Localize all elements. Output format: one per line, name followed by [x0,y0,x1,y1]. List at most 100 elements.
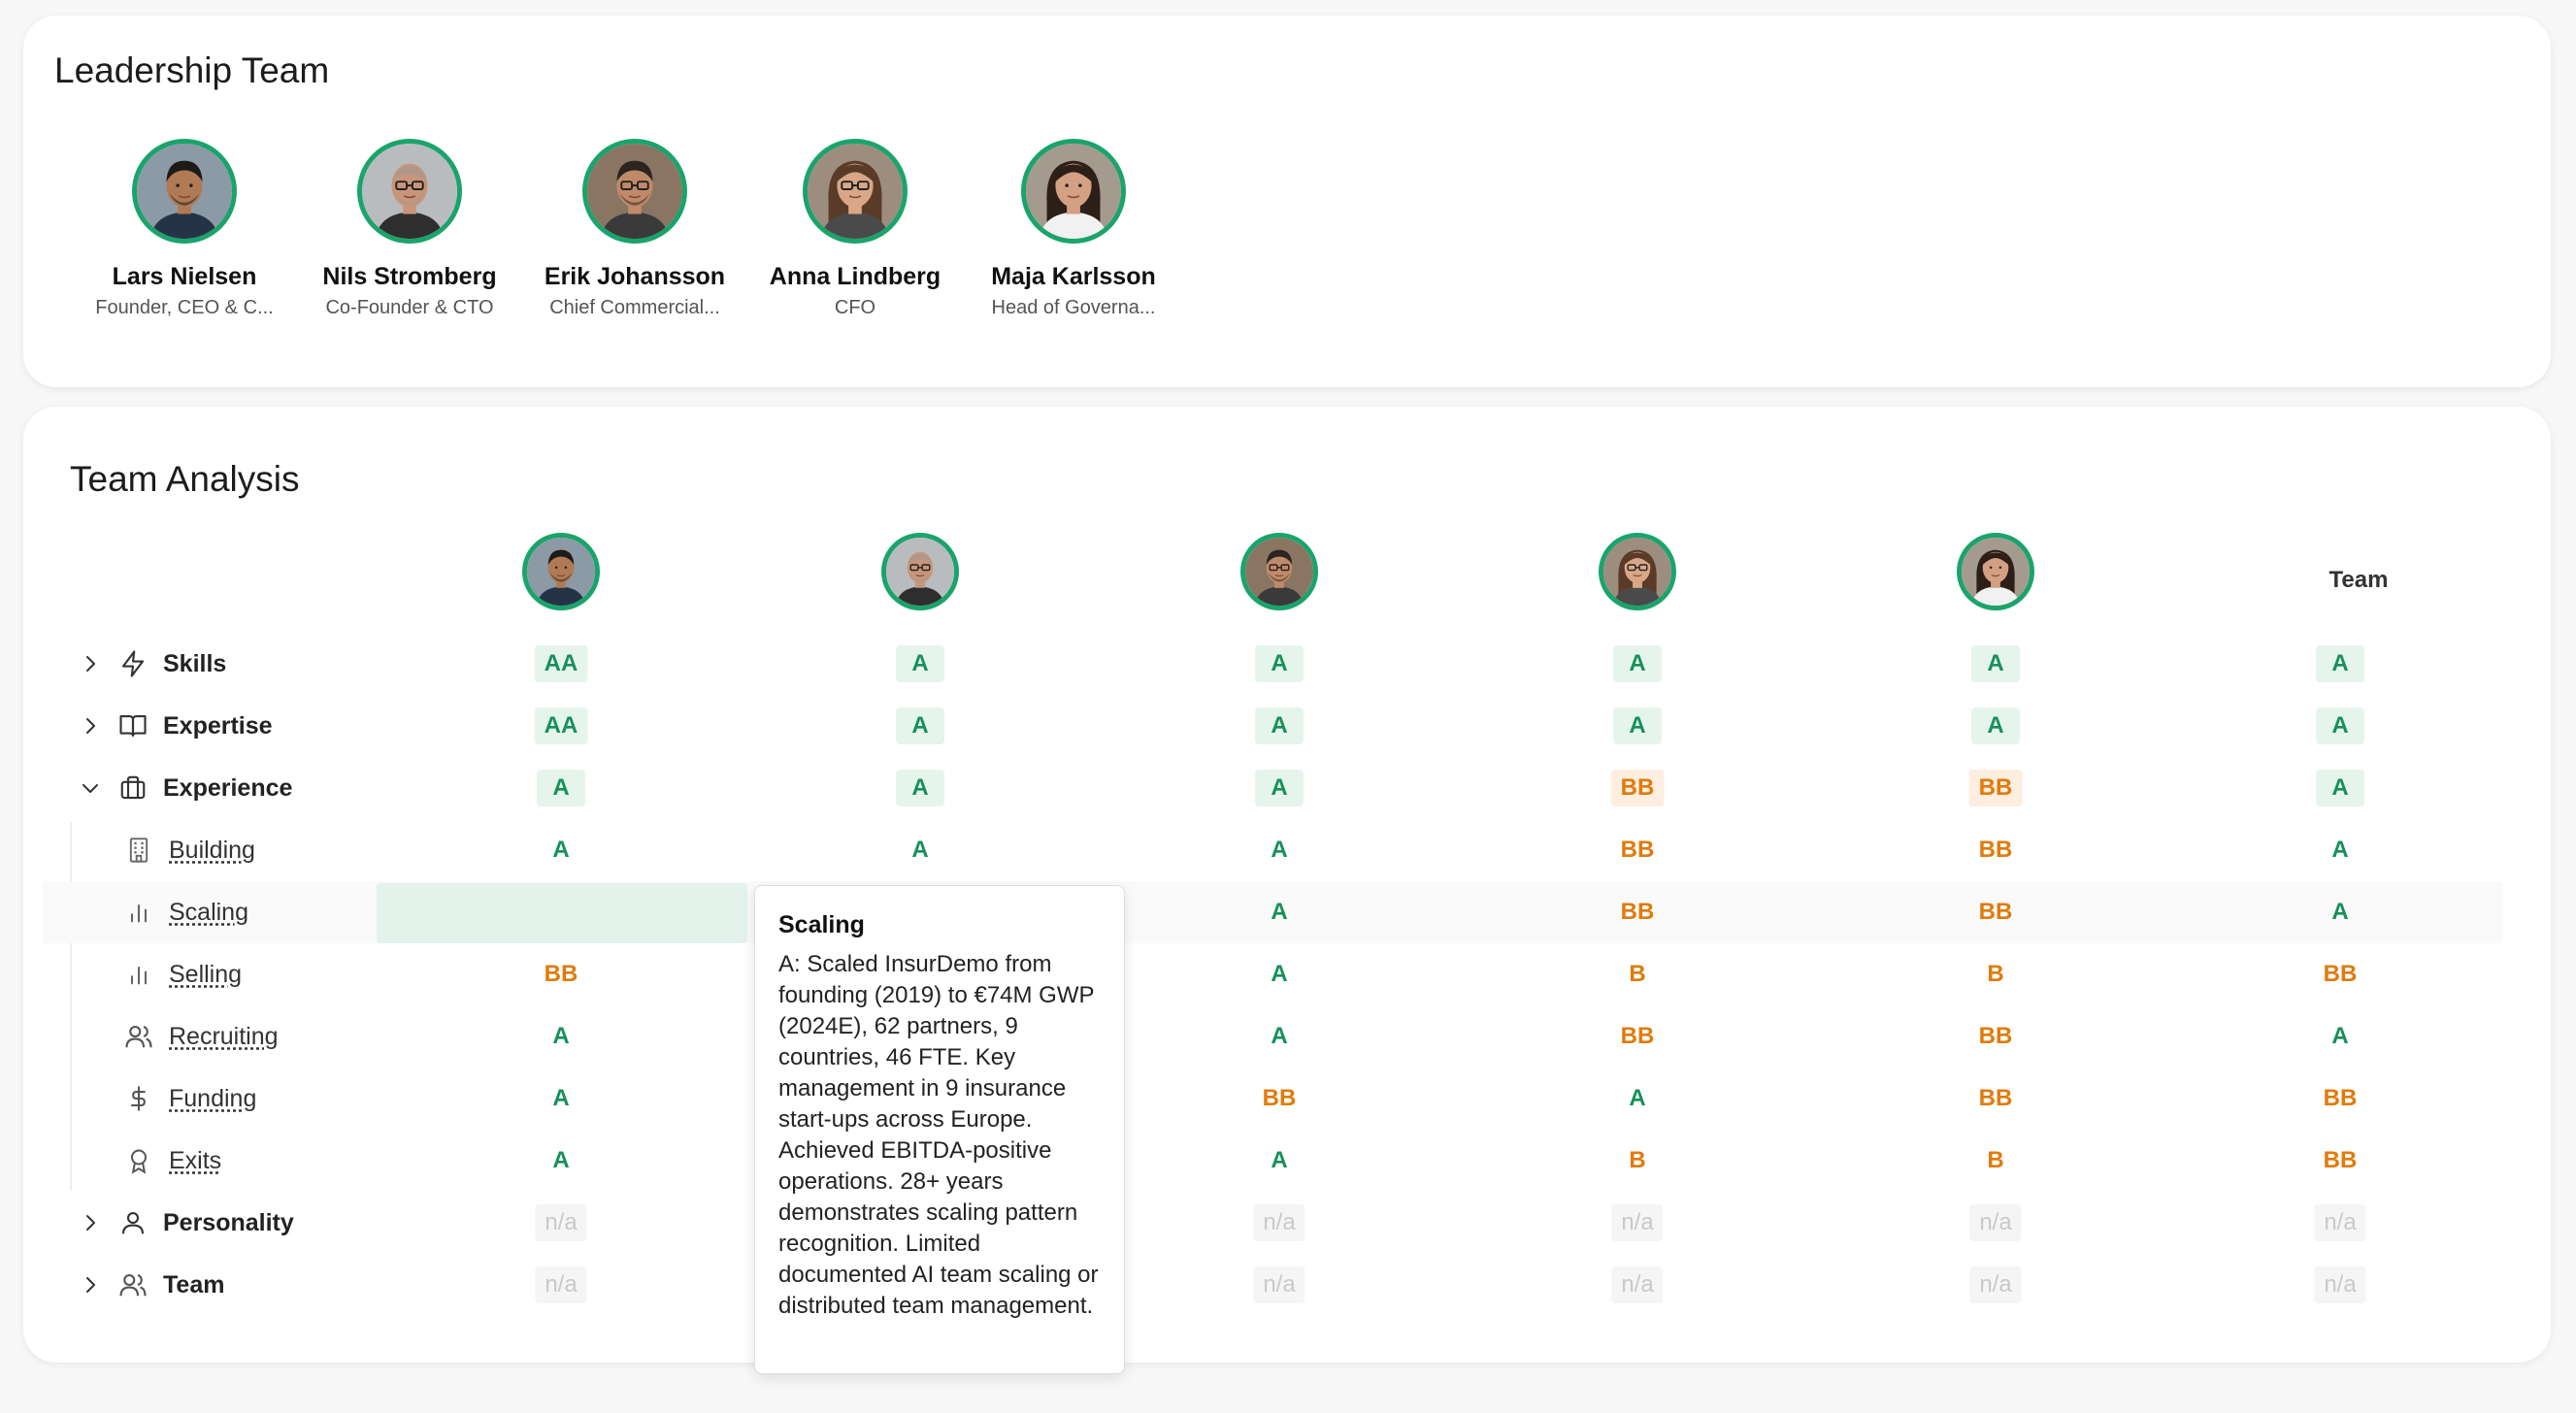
leader-card-lars-nielsen[interactable]: Lars Nielsen Founder, CEO & C... [78,139,291,319]
grade-cell[interactable]: BB [2323,1085,2358,1111]
row-label-funding[interactable]: Funding [122,1068,256,1130]
grade-cell[interactable]: AA [534,707,588,744]
grade-cell[interactable]: n/a [2314,1266,2366,1303]
grade-cell[interactable]: A [2316,645,2364,682]
row-title: Skills [163,649,227,677]
grade-cell[interactable]: A [1271,899,1288,925]
grade-cell[interactable]: BB [1620,837,1655,863]
grade-cell[interactable]: A [1629,1085,1646,1111]
row-label-expertise[interactable]: Expertise [78,695,273,757]
column-avatar [522,533,600,610]
grade-cell[interactable]: BB [1620,899,1655,925]
users-icon [122,1020,155,1053]
grade-cell[interactable]: A [1613,707,1662,744]
row-title: Experience [163,773,293,802]
leader-card-erik-johansson[interactable]: Erik Johansson Chief Commercial... [528,139,742,319]
row-title: Recruiting [169,1022,279,1050]
grade-cell[interactable]: A [1255,707,1304,744]
leader-name: Anna Lindberg [769,263,941,290]
leader-card-maja-karlsson[interactable]: Maja Karlsson Head of Governa... [967,139,1180,319]
grade-cell[interactable]: A [1271,1023,1288,1049]
grade-cell[interactable]: n/a [1253,1266,1305,1303]
avatar [803,139,908,244]
row-label-experience[interactable]: Experience [78,757,292,819]
grade-cell[interactable]: BB [1978,837,2013,863]
grade-cell[interactable]: A [2331,899,2349,925]
briefcase-icon [116,772,149,805]
grade-cell[interactable]: A [1613,645,1662,682]
chevron-down-icon[interactable] [78,775,103,801]
leader-role: CFO [834,297,876,318]
grade-cell[interactable]: B [1987,961,2004,987]
grade-cell[interactable]: A [2316,707,2364,744]
grade-cell[interactable]: n/a [1969,1266,2022,1303]
chevron-right-icon[interactable] [78,651,103,676]
row-title: Funding [169,1084,257,1112]
active-cell-highlight [377,883,747,943]
grade-cell[interactable]: BB [2323,1147,2358,1173]
grade-cell[interactable]: A [552,1147,570,1173]
grade-cell[interactable]: n/a [1253,1204,1305,1241]
grade-cell[interactable]: B [1629,1147,1646,1173]
row-personality[interactable]: Personality n/a n/a n/a n/a n/a [43,1192,2503,1254]
experience-subtree-line [70,822,72,1191]
grade-cell[interactable]: BB [1978,1023,2013,1049]
row-expertise[interactable]: Expertise AA A A A A A [43,695,2503,757]
grade-cell[interactable]: A [1271,961,1288,987]
chevron-right-icon[interactable] [78,1272,103,1298]
row-experience[interactable]: Experience A A A BB BB A [43,757,2503,819]
grade-cell[interactable]: AA [534,645,588,682]
grade-cell[interactable]: A [1255,770,1304,806]
grade-cell[interactable]: A [537,770,585,806]
grade-cell[interactable]: BB [544,961,578,987]
grade-cell[interactable]: A [1971,645,2020,682]
grade-cell[interactable]: A [2331,1023,2349,1049]
grade-cell[interactable]: A [2316,770,2364,806]
grade-cell[interactable]: BB [1968,770,2023,806]
grade-cell[interactable]: BB [1620,1023,1655,1049]
chevron-right-icon[interactable] [78,1210,103,1235]
grade-cell[interactable]: B [1987,1147,2004,1173]
grade-cell[interactable]: A [1271,837,1288,863]
grade-cell[interactable]: A [2331,837,2349,863]
grade-cell[interactable]: A [1971,707,2020,744]
grade-cell[interactable]: B [1629,961,1646,987]
row-label-personality[interactable]: Personality [78,1192,294,1254]
grade-cell[interactable]: A [1255,645,1304,682]
leader-name: Erik Johansson [544,263,726,290]
row-skills[interactable]: Skills AA A A A A A [43,633,2503,695]
row-label-scaling[interactable]: Scaling [122,881,248,943]
row-team[interactable]: Team n/a n/a n/a n/a n/a [43,1254,2503,1316]
grade-cell[interactable]: n/a [1611,1204,1664,1241]
grade-cell[interactable]: A [1271,1147,1288,1173]
chevron-right-icon[interactable] [78,713,103,739]
grade-cell[interactable]: A [896,770,944,806]
grade-cell[interactable]: A [896,707,944,744]
grade-cell[interactable]: n/a [1611,1266,1664,1303]
grade-cell[interactable]: BB [1262,1085,1297,1111]
grade-cell[interactable]: A [896,645,944,682]
row-label-team[interactable]: Team [78,1254,224,1316]
row-label-exits[interactable]: Exits [122,1130,221,1192]
grade-cell[interactable]: A [552,1085,570,1111]
grade-cell[interactable]: n/a [535,1266,587,1303]
row-label-building[interactable]: Building [122,819,255,881]
row-exits: Exits A A B B BB [43,1130,2503,1192]
grade-cell[interactable]: BB [1978,1085,2013,1111]
grade-cell[interactable]: n/a [1969,1204,2022,1241]
grade-cell[interactable]: BB [1978,899,2013,925]
row-label-skills[interactable]: Skills [78,633,226,695]
grade-cell[interactable]: A [911,837,929,863]
grade-cell[interactable]: BB [2323,961,2358,987]
grade-cell[interactable]: n/a [535,1204,587,1241]
leader-card-nils-stromberg[interactable]: Nils Stromberg Co-Founder & CTO [303,139,516,319]
leader-card-anna-lindberg[interactable]: Anna Lindberg CFO [748,139,962,319]
grade-cell[interactable]: A [552,837,570,863]
grade-cell[interactable]: BB [1610,770,1665,806]
row-label-selling[interactable]: Selling [122,943,242,1005]
row-label-recruiting[interactable]: Recruiting [122,1005,279,1068]
grade-cell[interactable]: A [552,1023,570,1049]
leadership-team-card: Leadership Team Lars Nielsen Founder, CE… [23,16,2551,387]
grade-cell[interactable]: n/a [2314,1204,2366,1241]
avatar [582,139,687,244]
